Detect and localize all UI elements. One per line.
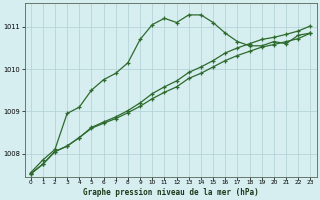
X-axis label: Graphe pression niveau de la mer (hPa): Graphe pression niveau de la mer (hPa): [83, 188, 258, 197]
